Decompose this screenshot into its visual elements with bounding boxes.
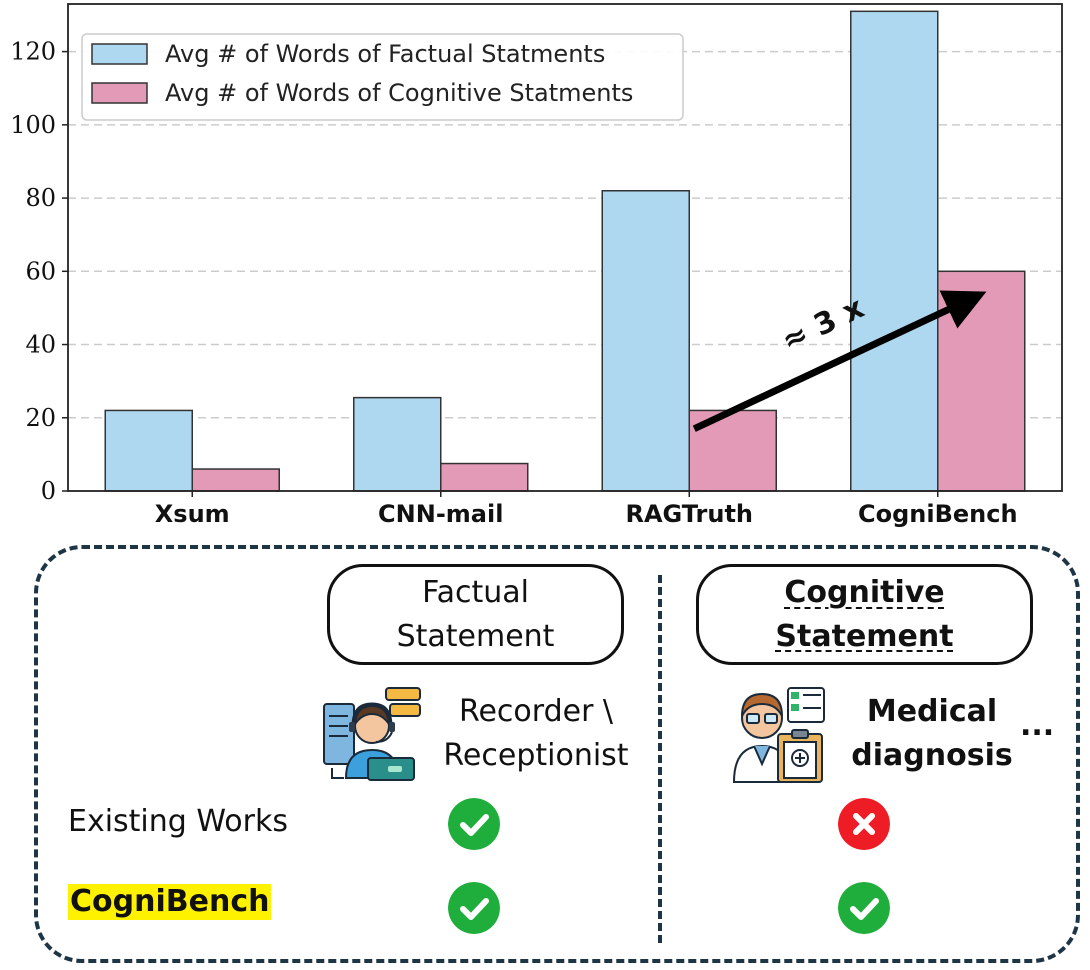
legend-swatch bbox=[91, 43, 148, 65]
factual-role-label: Recorder \ Receptionist bbox=[443, 694, 629, 773]
ratio-arrow bbox=[692, 290, 987, 432]
bar-chart: 0 20 40 60 80 100 120 Xsum CNN-mail RAGTruth Cogn… bbox=[10, 3, 1063, 528]
check-icon bbox=[838, 882, 890, 934]
cross-icon bbox=[838, 798, 890, 850]
x-tick-label: CogniBench bbox=[858, 500, 1018, 528]
legend: Avg # of Words of Factual Statments Avg #… bbox=[81, 33, 684, 121]
bar-factual-ragtruth bbox=[601, 189, 690, 492]
bar-cognitive-xsum bbox=[191, 468, 280, 492]
y-tick-label: 0 bbox=[41, 477, 56, 505]
y-ticks: 0 20 40 60 80 100 120 bbox=[10, 38, 68, 505]
column-divider bbox=[658, 575, 662, 943]
legend-label: Avg # of Words of Factual Statments bbox=[165, 40, 605, 68]
cognitive-role-label: Medical diagnosis bbox=[851, 694, 1013, 773]
x-tick-label: CNN-mail bbox=[378, 500, 503, 528]
check-icon bbox=[448, 882, 500, 934]
y-tick-label: 60 bbox=[25, 257, 56, 285]
bars bbox=[104, 10, 1026, 492]
bar-factual-cognibench bbox=[850, 10, 939, 492]
x-tick-label: Xsum bbox=[155, 500, 230, 528]
factual-statement-header: Factual Statement bbox=[327, 564, 624, 665]
y-tick-label: 80 bbox=[25, 184, 56, 212]
row-label-existing-works: Existing Works bbox=[68, 804, 288, 839]
y-tick-label: 120 bbox=[10, 38, 56, 66]
x-ticks: Xsum CNN-mail RAGTruth CogniBench bbox=[155, 491, 1018, 528]
more-ellipsis: ... bbox=[1020, 708, 1055, 743]
comparison-panel bbox=[34, 545, 1080, 963]
x-tick-label: RAGTruth bbox=[625, 500, 753, 528]
y-tick-label: 40 bbox=[25, 331, 56, 359]
y-tick-label: 20 bbox=[25, 404, 56, 432]
axes bbox=[67, 3, 1063, 492]
legend-box bbox=[81, 33, 684, 121]
check-icon bbox=[448, 798, 500, 850]
plot-frame bbox=[67, 3, 1063, 492]
doctor-icon bbox=[732, 687, 825, 783]
bar-factual-cnn-mail bbox=[353, 396, 442, 492]
bar-factual-xsum bbox=[104, 409, 193, 492]
receptionist-icon bbox=[323, 687, 421, 781]
legend-swatch bbox=[91, 82, 148, 104]
cognitive-statement-header: Cognitive Statement bbox=[696, 564, 1033, 665]
bar-cognitive-cognibench bbox=[937, 270, 1026, 492]
row-label-cognibench: CogniBench bbox=[68, 884, 272, 920]
y-tick-label: 100 bbox=[10, 111, 56, 139]
bar-cognitive-cnn-mail bbox=[440, 462, 529, 492]
legend-label: Avg # of Words of Cognitive Statments bbox=[165, 79, 633, 107]
